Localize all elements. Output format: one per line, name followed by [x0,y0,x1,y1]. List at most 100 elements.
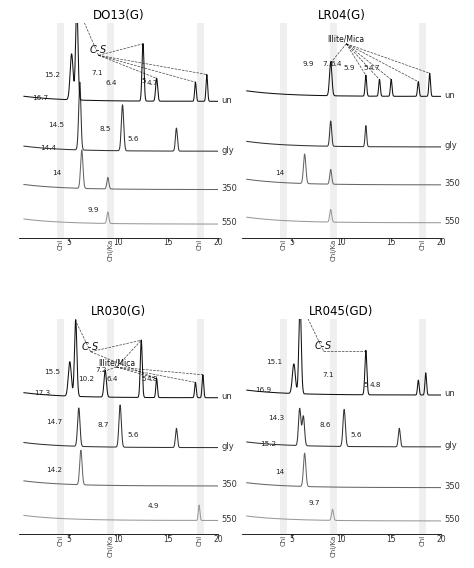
Text: 15.1: 15.1 [266,360,283,365]
Text: 4.9: 4.9 [147,503,159,509]
Text: Chl: Chl [420,239,426,249]
Text: Chl/Ka: Chl/Ka [330,239,337,261]
Text: 9.9: 9.9 [303,61,314,67]
Bar [419,319,427,534]
Text: 20: 20 [436,534,446,544]
Bar [57,23,64,237]
Text: un: un [221,95,232,105]
Text: 5.6: 5.6 [350,432,362,437]
Text: gly: gly [221,442,234,451]
Text: 550: 550 [221,219,237,227]
Text: 15: 15 [386,534,396,544]
Bar [197,319,203,534]
Text: 5.6: 5.6 [128,432,139,438]
Text: 5: 5 [364,382,368,387]
Text: 10: 10 [337,534,346,544]
Text: $\mathit{C}$-$\mathit{S}$: $\mathit{C}$-$\mathit{S}$ [90,43,108,55]
Text: 5: 5 [66,239,71,247]
Text: 5: 5 [66,534,71,544]
Text: 16.9: 16.9 [255,387,271,393]
Text: gly: gly [444,441,457,450]
Text: 350: 350 [221,184,237,193]
Text: Chl/Ka: Chl/Ka [330,534,337,557]
Text: 350: 350 [444,482,460,491]
Text: Illite/Mica: Illite/Mica [98,358,135,367]
Title: DO13(G): DO13(G) [92,9,144,22]
Text: 350: 350 [444,179,460,188]
Text: 5.6: 5.6 [128,136,139,141]
Text: 5.9: 5.9 [344,65,355,71]
Title: LR04(G): LR04(G) [318,9,365,22]
Text: 4.7: 4.7 [368,65,380,71]
Text: un: un [221,392,232,401]
Text: 16.7: 16.7 [32,95,48,101]
Text: Chl: Chl [281,534,287,546]
Text: Chl: Chl [420,534,426,546]
Text: 6.4: 6.4 [106,80,117,86]
Text: 14.3: 14.3 [269,415,285,421]
Text: 20: 20 [436,239,446,247]
Text: 5: 5 [141,377,146,382]
Text: 15.5: 15.5 [44,369,60,375]
Text: 10.2: 10.2 [79,377,95,382]
Text: 14.7: 14.7 [46,419,62,425]
Bar [107,23,114,237]
Text: Chl/Ka: Chl/Ka [108,239,113,261]
Text: gly: gly [221,145,234,154]
Text: gly: gly [444,141,457,150]
Text: 8.5: 8.5 [100,126,111,132]
Text: Chl: Chl [197,534,203,546]
Text: 15: 15 [164,239,173,247]
Text: 10: 10 [114,534,123,544]
Text: 350: 350 [221,481,237,489]
Bar [280,319,287,534]
Title: LR030(G): LR030(G) [91,305,146,318]
Text: 14: 14 [275,469,284,475]
Bar [330,23,337,237]
Bar [330,319,337,534]
Bar [280,23,287,237]
Text: $\mathit{C}$-$\mathit{S}$: $\mathit{C}$-$\mathit{S}$ [82,340,100,352]
Text: 550: 550 [221,515,237,524]
Text: Chl: Chl [58,534,64,546]
Text: 6.4: 6.4 [107,377,118,382]
Bar [197,23,203,237]
Text: 14.2: 14.2 [46,466,62,473]
Bar [107,319,114,534]
Text: 17.3: 17.3 [34,390,50,396]
Text: un: un [444,91,455,99]
Text: $\mathit{C}$-$\mathit{S}$: $\mathit{C}$-$\mathit{S}$ [314,339,333,350]
Text: 15.2: 15.2 [44,72,60,78]
Text: 9.7: 9.7 [309,500,320,506]
Bar [57,319,64,534]
Text: 10: 10 [337,239,346,247]
Text: Illite/Mica: Illite/Mica [328,35,365,44]
Text: Chl: Chl [58,239,64,249]
Text: 5: 5 [141,78,146,84]
Text: 7.2: 7.2 [96,367,107,373]
Text: 8.7: 8.7 [98,423,109,428]
Text: 20: 20 [213,534,223,544]
Text: 4.8: 4.8 [369,382,381,387]
Text: 550: 550 [444,515,460,524]
Text: 7.1: 7.1 [323,61,334,67]
Text: 550: 550 [444,217,460,226]
Text: 5: 5 [289,534,294,544]
Text: Chl/Ka: Chl/Ka [108,534,113,557]
Text: 7.1: 7.1 [92,70,103,77]
Text: un: un [444,390,455,398]
Text: 5: 5 [364,65,368,71]
Text: Chl: Chl [197,239,203,249]
Text: 14: 14 [275,170,284,177]
Text: 15.2: 15.2 [261,441,277,447]
Text: Chl: Chl [281,239,287,249]
Bar [419,23,427,237]
Text: 14.5: 14.5 [48,122,64,128]
Text: 5: 5 [289,239,294,247]
Text: 4.8: 4.8 [146,377,158,382]
Text: 6.4: 6.4 [330,61,342,67]
Text: 10: 10 [114,239,123,247]
Text: 15: 15 [164,534,173,544]
Text: 8.6: 8.6 [319,423,331,428]
Text: 7.1: 7.1 [323,373,334,378]
